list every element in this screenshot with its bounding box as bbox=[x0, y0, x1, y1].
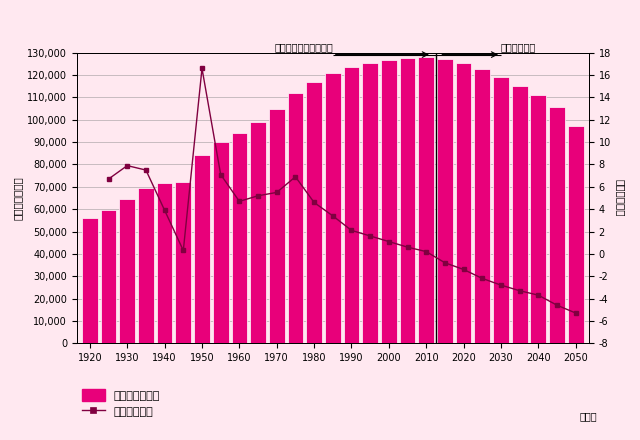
Bar bbox=[157, 183, 172, 343]
Text: 将来推計人口: 将来推計人口 bbox=[501, 42, 536, 51]
Legend: 総人口（千人）, 増減率（％）: 総人口（千人）, 増減率（％） bbox=[83, 389, 160, 417]
Bar bbox=[287, 93, 303, 343]
Bar bbox=[120, 199, 135, 343]
Bar bbox=[138, 188, 154, 343]
Bar bbox=[381, 60, 397, 343]
Bar bbox=[474, 70, 490, 343]
Bar bbox=[568, 126, 584, 343]
Bar bbox=[194, 155, 210, 343]
Bar bbox=[362, 62, 378, 343]
Text: 国勢調査による実績値: 国勢調査による実績値 bbox=[274, 42, 333, 51]
Bar bbox=[82, 218, 98, 343]
Text: （年）: （年） bbox=[580, 411, 598, 422]
Bar bbox=[549, 107, 565, 343]
Bar bbox=[175, 182, 191, 343]
Bar bbox=[456, 63, 472, 343]
Bar bbox=[307, 82, 322, 343]
Bar bbox=[232, 132, 247, 343]
Bar bbox=[419, 57, 434, 343]
Bar bbox=[400, 58, 415, 343]
Bar bbox=[531, 95, 546, 343]
Bar bbox=[325, 73, 340, 343]
Bar bbox=[512, 86, 527, 343]
Bar bbox=[493, 77, 509, 343]
Bar bbox=[100, 210, 116, 343]
Bar bbox=[269, 110, 285, 343]
Bar bbox=[250, 121, 266, 343]
Y-axis label: 総人口（千人）: 総人口（千人） bbox=[13, 176, 23, 220]
Bar bbox=[344, 67, 359, 343]
Y-axis label: 増減率（％）: 増減率（％） bbox=[615, 179, 625, 217]
Bar bbox=[213, 142, 228, 343]
Bar bbox=[437, 59, 452, 343]
